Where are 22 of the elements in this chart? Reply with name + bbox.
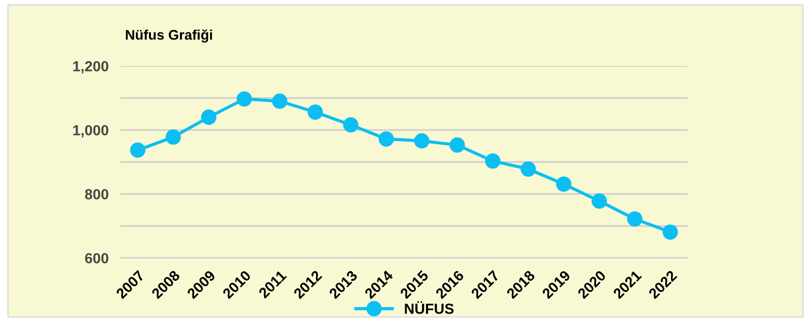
- point: [662, 224, 678, 240]
- y-tick-label: 1,000: [73, 125, 108, 138]
- point: [485, 153, 500, 169]
- y-tick-label: 1,200: [73, 61, 108, 74]
- point: [272, 94, 288, 109]
- point: [343, 117, 358, 133]
- point: [592, 193, 607, 209]
- point: [166, 129, 181, 145]
- chart-title: Nüfus Grafiği: [126, 29, 212, 43]
- point: [130, 142, 146, 158]
- point: [450, 137, 465, 153]
- legend-label: NÜFUS: [404, 301, 454, 314]
- point: [308, 104, 323, 120]
- point: [520, 161, 536, 177]
- point: [236, 91, 252, 107]
- point: [414, 133, 430, 149]
- point: [556, 176, 572, 192]
- point: [627, 211, 642, 227]
- y-tick-label: 800: [85, 189, 108, 200]
- point: [378, 131, 394, 147]
- y-tick-label: 600: [85, 253, 108, 264]
- point: [201, 110, 216, 125]
